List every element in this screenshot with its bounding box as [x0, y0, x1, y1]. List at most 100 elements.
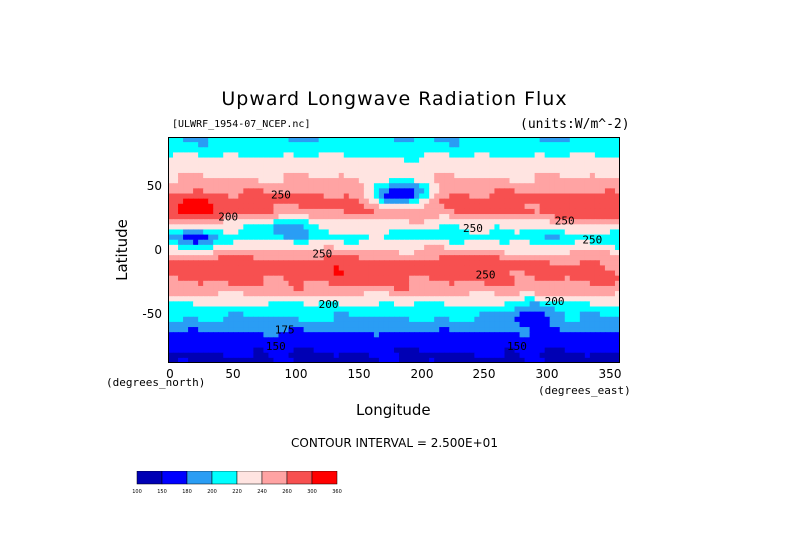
heatmap-cell	[549, 311, 556, 318]
heatmap-cell	[424, 311, 430, 318]
heatmap-cell	[614, 172, 620, 179]
heatmap-cell	[469, 162, 475, 169]
heatmap-cell	[529, 152, 536, 159]
heatmap-cell	[258, 321, 265, 328]
heatmap-cell	[333, 162, 340, 169]
heatmap-cell	[253, 342, 259, 349]
heatmap-cell	[449, 265, 455, 272]
heatmap-cell	[609, 147, 616, 154]
heatmap-cell	[213, 183, 219, 189]
heatmap-cell	[459, 291, 465, 297]
heatmap-cell	[208, 337, 214, 344]
heatmap-cell	[383, 285, 390, 292]
heatmap-cell	[308, 203, 315, 210]
heatmap-cell	[479, 347, 485, 354]
heatmap-cell	[313, 214, 320, 220]
heatmap-cell	[238, 208, 244, 215]
heatmap-cell	[268, 280, 275, 287]
heatmap-cell	[288, 157, 295, 164]
heatmap-cell	[308, 178, 315, 184]
heatmap-cell	[534, 142, 541, 148]
heatmap-cell	[178, 250, 184, 256]
heatmap-cell	[328, 188, 335, 195]
heatmap-cell	[323, 244, 330, 251]
heatmap-cell	[524, 316, 531, 323]
heatmap-cell	[168, 255, 174, 261]
heatmap-cell	[524, 198, 531, 205]
heatmap-cell	[474, 285, 480, 292]
heatmap-cell	[399, 357, 405, 363]
heatmap-cell	[243, 224, 249, 231]
heatmap-cell	[198, 152, 204, 159]
heatmap-cell	[243, 321, 249, 328]
heatmap-cell	[464, 250, 470, 256]
heatmap-cell	[318, 301, 325, 308]
heatmap-cell	[584, 306, 591, 313]
heatmap-cell	[569, 224, 576, 231]
heatmap-cell	[293, 316, 300, 323]
heatmap-cell	[348, 234, 355, 241]
heatmap-cell	[489, 327, 496, 333]
heatmap-cell	[594, 311, 601, 318]
heatmap-cell	[589, 275, 596, 282]
heatmap-cell	[248, 208, 254, 215]
heatmap-cell	[293, 147, 300, 154]
heatmap-cell	[394, 137, 400, 143]
heatmap-cell	[414, 347, 420, 354]
heatmap-cell	[363, 137, 370, 143]
heatmap-cell	[348, 327, 355, 333]
heatmap-cell	[499, 157, 506, 164]
heatmap-cell	[263, 152, 270, 159]
heatmap-cell	[173, 250, 179, 256]
heatmap-cell	[168, 224, 174, 231]
heatmap-cell	[504, 193, 511, 200]
heatmap-cell	[574, 234, 581, 241]
heatmap-cell	[599, 255, 606, 261]
heatmap-cell	[609, 214, 616, 220]
heatmap-cell	[178, 229, 184, 236]
heatmap-cell	[409, 275, 415, 282]
heatmap-cell	[203, 239, 209, 246]
heatmap-cell	[474, 327, 480, 333]
heatmap-cell	[564, 347, 571, 354]
heatmap-cell	[228, 147, 234, 154]
heatmap-cell	[223, 147, 229, 154]
heatmap-cell	[248, 239, 254, 246]
heatmap-cell	[328, 357, 335, 363]
heatmap-cell	[248, 229, 254, 236]
heatmap-cell	[489, 183, 496, 189]
heatmap-cell	[529, 270, 536, 277]
heatmap-cell	[609, 208, 616, 215]
heatmap-cell	[469, 244, 475, 251]
heatmap-cell	[509, 147, 516, 154]
heatmap-cell	[268, 157, 275, 164]
heatmap-cell	[293, 321, 300, 328]
heatmap-cell	[318, 208, 325, 215]
heatmap-cell	[383, 198, 390, 205]
heatmap-cell	[614, 275, 620, 282]
heatmap-cell	[338, 198, 345, 205]
heatmap-cell	[599, 337, 606, 344]
heatmap-cell	[213, 172, 219, 179]
heatmap-cell	[343, 311, 350, 318]
heatmap-cell	[343, 219, 350, 225]
heatmap-cell	[494, 208, 501, 215]
heatmap-cell	[519, 316, 526, 323]
heatmap-cell	[484, 332, 491, 338]
heatmap-cell	[278, 311, 285, 318]
heatmap-cell	[378, 301, 385, 308]
heatmap-cell	[368, 285, 375, 292]
heatmap-cell	[348, 172, 355, 179]
heatmap-cell	[253, 352, 259, 359]
heatmap-cell	[308, 244, 315, 251]
heatmap-cell	[504, 239, 511, 246]
heatmap-cell	[283, 270, 290, 277]
heatmap-cell	[589, 239, 596, 246]
heatmap-cell	[419, 188, 425, 195]
heatmap-cell	[484, 342, 491, 349]
heatmap-cell	[353, 321, 360, 328]
heatmap-cell	[604, 306, 611, 313]
heatmap-cell	[404, 250, 410, 256]
heatmap-cell	[539, 301, 546, 308]
heatmap-cell	[268, 178, 275, 184]
